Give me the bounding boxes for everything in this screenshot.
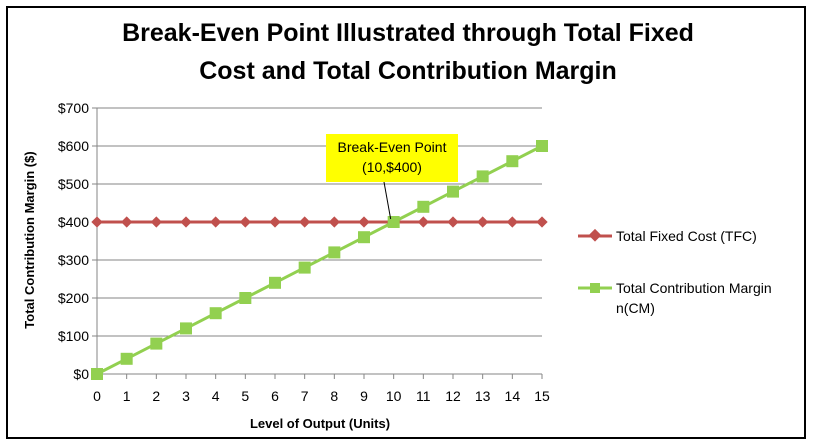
cm-point (91, 368, 103, 380)
legend-entry-cm: Total Contribution Margin n(CM) (578, 280, 772, 316)
y-axis-ticks: $0 $100 $200 $300 $400 $500 $600 $700 (58, 100, 97, 382)
cm-point (120, 352, 133, 365)
x-tick-label: 7 (301, 388, 309, 404)
tfc-point (180, 216, 192, 228)
x-tick-label: 6 (271, 388, 279, 404)
x-tick-label: 9 (360, 388, 368, 404)
tfc-point (210, 216, 222, 228)
y-tick-label: $700 (58, 100, 89, 116)
x-tick-label: 11 (416, 388, 431, 404)
x-tick-label: 1 (123, 388, 131, 404)
break-even-annotation: Break-Even Point (10,$400) (326, 134, 458, 220)
x-tick-label: 3 (182, 388, 190, 404)
legend-cm-marker (590, 283, 600, 293)
cm-point (150, 337, 163, 350)
cm-point (417, 200, 430, 213)
tfc-point (150, 216, 162, 228)
legend-tfc-marker (588, 228, 602, 242)
legend: Total Fixed Cost (TFC) Total Contributio… (578, 228, 772, 316)
cm-point (447, 185, 459, 198)
legend-cm-label-line-1: Total Contribution Margin (616, 280, 772, 296)
chart-title-line-1: Break-Even Point Illustrated through Tot… (122, 19, 694, 47)
y-tick-label: $600 (58, 138, 89, 154)
cm-point (328, 246, 341, 259)
tfc-point (536, 216, 548, 228)
y-tick-label: $400 (58, 214, 89, 230)
x-tick-label: 4 (212, 388, 220, 404)
x-axis-title: Level of Output (Units) (250, 416, 390, 431)
annotation-leader-line (383, 181, 392, 220)
x-tick-label: 8 (330, 388, 338, 404)
tfc-point (358, 216, 370, 228)
cm-point (180, 322, 192, 335)
cm-point (298, 261, 311, 274)
tfc-point (477, 216, 489, 228)
y-tick-label: $0 (73, 366, 89, 382)
x-tick-label: 10 (386, 388, 402, 404)
tfc-point (299, 216, 311, 228)
cm-point (536, 140, 548, 152)
tfc-point (506, 216, 518, 228)
x-tick-label: 13 (475, 388, 491, 404)
cm-point (209, 307, 222, 320)
x-axis-ticks: 0 1 2 3 4 5 6 7 8 9 10 11 12 13 14 15 (93, 374, 550, 404)
x-tick-label: 0 (93, 388, 101, 404)
tfc-point (91, 216, 103, 228)
y-tick-label: $200 (58, 290, 89, 306)
tfc-point (269, 216, 281, 228)
tfc-point (239, 216, 251, 228)
axes (96, 108, 542, 375)
cm-point (269, 276, 281, 289)
y-tick-label: $100 (58, 328, 89, 344)
x-tick-label: 15 (534, 388, 550, 404)
cm-point (387, 216, 400, 228)
tfc-point (417, 216, 429, 228)
cm-point (476, 170, 489, 183)
x-tick-label: 12 (445, 388, 461, 404)
y-tick-label: $500 (58, 176, 89, 192)
legend-cm-label-line-2: n(CM) (616, 300, 655, 316)
legend-entry-tfc: Total Fixed Cost (TFC) (578, 228, 757, 244)
annotation-box (326, 134, 458, 182)
x-tick-label: 14 (505, 388, 521, 404)
tfc-point (447, 216, 459, 228)
cm-point (239, 292, 252, 304)
x-tick-label: 5 (241, 388, 249, 404)
y-axis-title: Total Contribution Margin ($) (22, 151, 37, 328)
y-tick-label: $300 (58, 252, 89, 268)
cm-point (358, 231, 370, 244)
legend-tfc-label: Total Fixed Cost (TFC) (616, 228, 757, 244)
chart-title-line-2: Cost and Total Contribution Margin (199, 57, 617, 85)
tfc-point (328, 216, 340, 228)
x-tick-label: 2 (152, 388, 160, 404)
cm-point (506, 155, 519, 168)
tfc-point (121, 216, 133, 228)
annotation-line-1: Break-Even Point (338, 139, 447, 155)
annotation-line-2: (10,$400) (362, 159, 422, 175)
series-line-cm (96, 144, 543, 376)
